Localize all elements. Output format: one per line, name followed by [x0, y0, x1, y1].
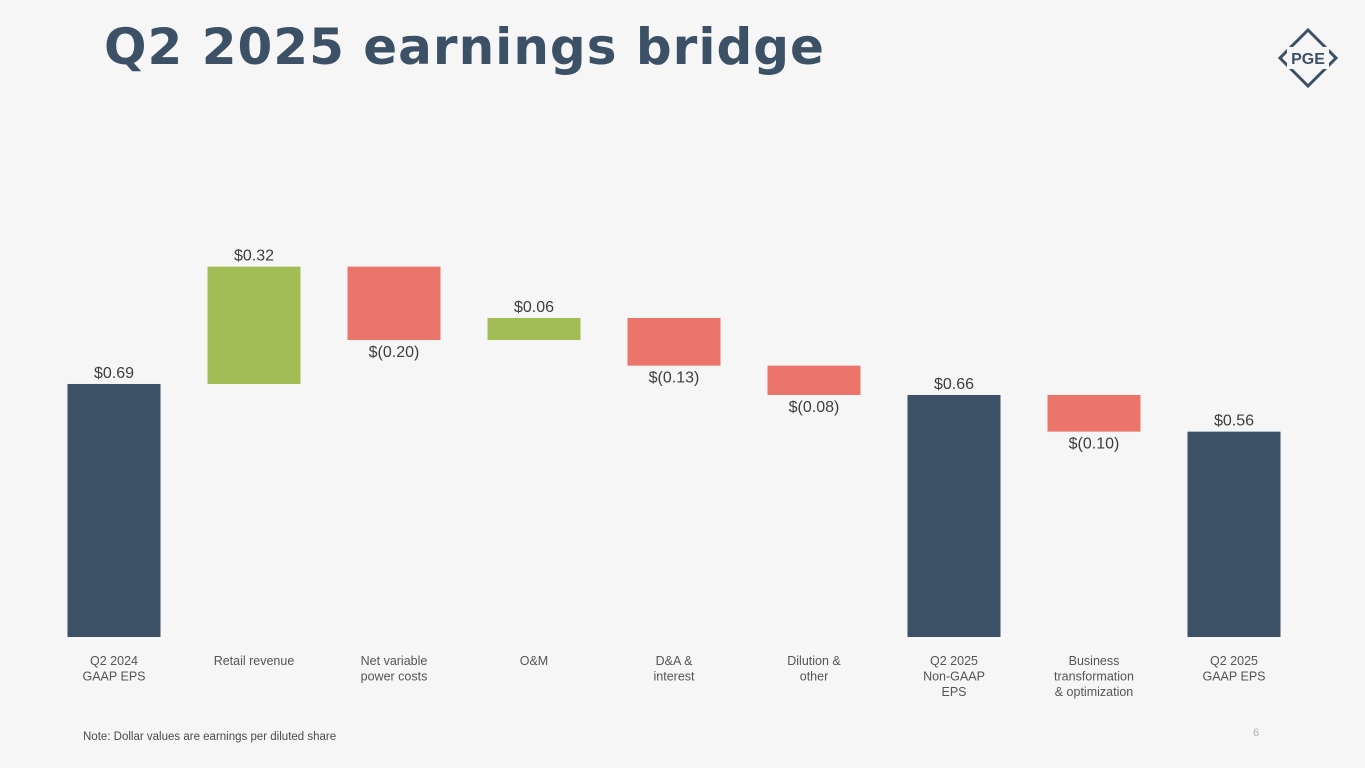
data-label: $0.69 [94, 365, 134, 382]
category-label: Business transformation & optimization [1054, 654, 1134, 699]
data-label: $0.06 [514, 299, 554, 316]
bar-increase [487, 317, 581, 340]
category-label: Dilution & other [787, 654, 841, 684]
data-label: $(0.10) [1069, 436, 1120, 453]
data-label: $(0.20) [369, 344, 420, 361]
data-label: $0.32 [234, 248, 274, 265]
data-label: $(0.08) [789, 399, 840, 416]
footnote: Note: Dollar values are earnings per dil… [83, 731, 337, 743]
category-label: Retail revenue [214, 654, 295, 668]
category-label: Q2 2024 GAAP EPS [83, 654, 146, 684]
bar-decrease [627, 317, 721, 366]
data-label: $(0.13) [649, 370, 700, 387]
logo-text: PGE [1291, 51, 1325, 68]
pge-logo: PGE [1278, 28, 1338, 88]
category-label: Q2 2025 GAAP EPS [1203, 654, 1266, 684]
data-label: $0.66 [934, 376, 974, 393]
page-number: 6 [1253, 727, 1260, 739]
bar-decrease [1047, 394, 1141, 432]
bar-increase [207, 266, 301, 384]
data-label: $0.56 [1214, 413, 1254, 430]
bar-total [67, 383, 161, 637]
category-label: Net variable power costs [361, 654, 428, 684]
bar-total [1187, 431, 1281, 637]
category-label: D&A & interest [654, 654, 696, 684]
bar-decrease [347, 266, 441, 340]
bar-decrease [767, 365, 861, 395]
page-title: Q2 2025 earnings bridge [104, 18, 825, 76]
bar-total [907, 394, 1001, 637]
category-label: Q2 2025 Non-GAAP EPS [923, 654, 985, 699]
category-label: O&M [520, 654, 548, 668]
